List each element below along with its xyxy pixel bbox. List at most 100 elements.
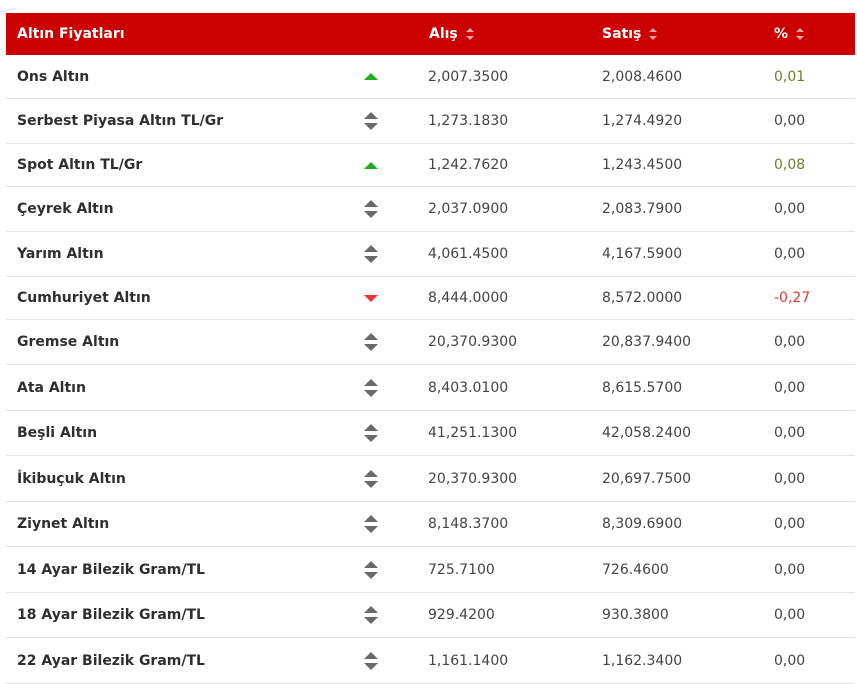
- percent-change: 0,00: [774, 425, 806, 441]
- trend-unchanged-icon: [364, 469, 378, 488]
- trend-indicator: [363, 232, 379, 276]
- header-title-text: Altın Fiyatları: [17, 26, 125, 42]
- trend-unchanged-icon: [364, 560, 378, 579]
- percent-change: 0,01: [774, 68, 806, 85]
- sell-price: 1,162.3400: [602, 652, 683, 669]
- header-pct-label: %: [774, 26, 789, 42]
- percent-change: 0,00: [774, 652, 806, 669]
- gold-type-name: 22 Ayar Bilezik Gram/TL: [17, 652, 205, 669]
- trend-unchanged-icon: [364, 651, 378, 670]
- sell-price: 8,309.6900: [602, 516, 683, 532]
- trend-unchanged-icon: [364, 333, 378, 351]
- buy-price: 8,403.0100: [428, 379, 509, 396]
- buy-price: 41,251.1300: [428, 425, 518, 441]
- sort-sell-button[interactable]: Satış: [602, 13, 658, 55]
- gold-type-name: Ziynet Altın: [17, 516, 110, 532]
- table-row[interactable]: 22 Ayar Bilezik Gram/TL 1,161.1400 1,162.3…: [6, 638, 855, 684]
- table-row[interactable]: Spot Altın TL/Gr 1,242.7620 1,243.4500 0,08: [6, 144, 855, 187]
- percent-change: 0,00: [774, 470, 806, 487]
- percent-change: 0,00: [774, 607, 806, 623]
- sell-price: 20,697.7500: [602, 470, 692, 487]
- sort-buy-button[interactable]: Alış: [429, 13, 475, 55]
- percent-change: 0,00: [774, 246, 806, 262]
- sell-price: 4,167.5900: [602, 246, 683, 262]
- buy-price: 1,161.1400: [428, 652, 509, 669]
- gold-type-name: Çeyrek Altın: [17, 201, 114, 217]
- trend-indicator: [363, 411, 379, 455]
- gold-type-name: Serbest Piyasa Altın TL/Gr: [17, 113, 224, 129]
- gold-type-name: Yarım Altın: [17, 246, 104, 262]
- sell-price: 20,837.9400: [602, 334, 692, 350]
- trend-unchanged-icon: [364, 378, 378, 397]
- trend-indicator: [363, 547, 379, 592]
- gold-type-name: Beşli Altın: [17, 425, 98, 441]
- buy-price: 4,061.4500: [428, 246, 509, 262]
- table-row[interactable]: Cumhuriyet Altın 8,444.0000 8,572.0000 -0,2…: [6, 277, 855, 320]
- header-title: Altın Fiyatları: [17, 13, 125, 55]
- sort-icon: [796, 28, 805, 40]
- table-row[interactable]: Çeyrek Altın 2,037.0900 2,083.7900 0,00: [6, 187, 855, 232]
- sort-pct-button[interactable]: %: [774, 13, 805, 55]
- table-row[interactable]: İkibuçuk Altın 20,370.9300 20,697.7500 0,00: [6, 456, 855, 502]
- trend-unchanged-icon: [364, 200, 378, 218]
- buy-price: 1,242.7620: [428, 157, 509, 173]
- gold-type-name: Spot Altın TL/Gr: [17, 157, 143, 173]
- trend-indicator: [363, 187, 379, 231]
- table-row[interactable]: Serbest Piyasa Altın TL/Gr 1,273.1830 1,27…: [6, 99, 855, 144]
- sell-price: 42,058.2400: [602, 425, 692, 441]
- sell-price: 2,008.4600: [602, 68, 683, 85]
- trend-unchanged-icon: [364, 245, 378, 263]
- trend-up-icon: [364, 161, 378, 169]
- trend-indicator: [363, 99, 379, 143]
- percent-change: -0,27: [774, 290, 811, 306]
- trend-down-icon: [364, 294, 378, 302]
- gold-type-name: Cumhuriyet Altın: [17, 290, 151, 306]
- table-row[interactable]: 14 Ayar Bilezik Gram/TL 725.7100 726.4600 0…: [6, 547, 855, 593]
- trend-unchanged-icon: [364, 424, 378, 442]
- trend-indicator: [363, 277, 379, 319]
- sort-icon: [649, 28, 658, 40]
- percent-change: 0,00: [774, 379, 806, 396]
- trend-up-icon: [364, 73, 378, 80]
- trend-indicator: [363, 365, 379, 410]
- table-body: Ons Altın 2,007.3500 2,008.4600 0,01 Serbest…: [6, 55, 855, 684]
- buy-price: 2,037.0900: [428, 201, 509, 217]
- table-header: Altın Fiyatları Alış Satış %: [6, 13, 855, 55]
- gold-type-name: Ata Altın: [17, 379, 86, 396]
- gold-type-name: 14 Ayar Bilezik Gram/TL: [17, 561, 205, 578]
- buy-price: 20,370.9300: [428, 334, 518, 350]
- buy-price: 1,273.1830: [428, 113, 509, 129]
- table-row[interactable]: Yarım Altın 4,061.4500 4,167.5900 0,00: [6, 232, 855, 277]
- percent-change: 0,00: [774, 113, 806, 129]
- table-row[interactable]: Ons Altın 2,007.3500 2,008.4600 0,01: [6, 55, 855, 99]
- gold-type-name: İkibuçuk Altın: [17, 470, 126, 487]
- sell-price: 8,615.5700: [602, 379, 683, 396]
- buy-price: 2,007.3500: [428, 68, 509, 85]
- trend-unchanged-icon: [364, 606, 378, 624]
- sell-price: 1,243.4500: [602, 157, 683, 173]
- buy-price: 725.7100: [428, 561, 495, 578]
- sell-price: 930.3800: [602, 607, 669, 623]
- sell-price: 2,083.7900: [602, 201, 683, 217]
- percent-change: 0,00: [774, 516, 806, 532]
- trend-unchanged-icon: [364, 112, 378, 130]
- table-row[interactable]: Ata Altın 8,403.0100 8,615.5700 0,00: [6, 365, 855, 411]
- percent-change: 0,00: [774, 201, 806, 217]
- buy-price: 8,444.0000: [428, 290, 509, 306]
- trend-indicator: [363, 320, 379, 364]
- buy-price: 929.4200: [428, 607, 495, 623]
- sort-icon: [465, 28, 475, 40]
- gold-type-name: 18 Ayar Bilezik Gram/TL: [17, 607, 205, 623]
- table-row[interactable]: 18 Ayar Bilezik Gram/TL 929.4200 930.3800 0…: [6, 593, 855, 638]
- header-sell-label: Satış: [602, 26, 642, 42]
- gold-prices-table: Altın Fiyatları Alış Satış % Ons Altın 2,…: [6, 13, 855, 684]
- trend-indicator: [363, 502, 379, 546]
- table-row[interactable]: Gremse Altın 20,370.9300 20,837.9400 0,00: [6, 320, 855, 365]
- trend-indicator: [363, 55, 379, 98]
- table-row[interactable]: Beşli Altın 41,251.1300 42,058.2400 0,00: [6, 411, 855, 456]
- sell-price: 8,572.0000: [602, 290, 683, 306]
- buy-price: 8,148.3700: [428, 516, 509, 532]
- sell-price: 1,274.4920: [602, 113, 683, 129]
- trend-unchanged-icon: [364, 515, 378, 533]
- table-row[interactable]: Ziynet Altın 8,148.3700 8,309.6900 0,00: [6, 502, 855, 547]
